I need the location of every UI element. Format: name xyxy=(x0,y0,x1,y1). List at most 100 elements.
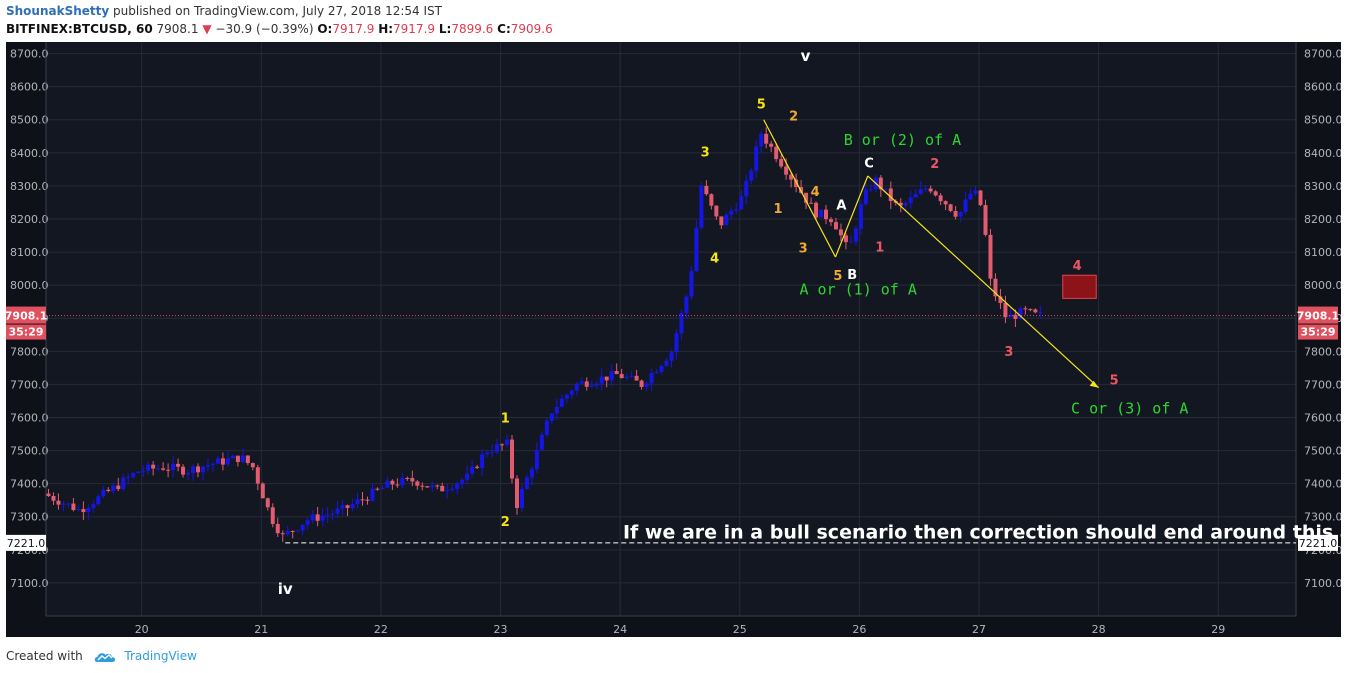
candle-body xyxy=(415,481,420,486)
x-tick-label: 29 xyxy=(1211,623,1225,636)
candle-body xyxy=(764,133,769,144)
symbol-interval[interactable]: BITFINEX:BTCUSD, 60 xyxy=(6,22,153,36)
candle-body xyxy=(310,514,315,521)
y-tick-label-right: 7800.0 xyxy=(1304,345,1341,358)
candle-body xyxy=(868,189,873,191)
candle-body xyxy=(240,455,245,463)
candle-body xyxy=(255,467,260,484)
price-badge-left xyxy=(6,306,46,324)
candle-body xyxy=(131,473,136,477)
candle-body xyxy=(1003,303,1008,318)
x-tick-label: 26 xyxy=(852,623,866,636)
candle-body xyxy=(699,185,704,228)
candle-body xyxy=(136,471,141,474)
y-tick-label-right: 8100.0 xyxy=(1304,246,1341,259)
candle-body xyxy=(584,381,589,387)
low-value: 7899.6 xyxy=(451,22,494,36)
candle-body xyxy=(554,406,559,414)
y-tick-label-right: 7300.0 xyxy=(1304,511,1341,524)
wave-annotation: 1 xyxy=(501,412,510,427)
y-tick-label-left: 8000.0 xyxy=(10,279,49,292)
candle-body xyxy=(998,296,1003,304)
y-tick-label-left: 8500.0 xyxy=(10,114,49,127)
candles xyxy=(46,127,1043,542)
candle-body xyxy=(519,488,524,508)
candle-body xyxy=(898,202,903,206)
y-tick-label-right: 8300.0 xyxy=(1304,180,1341,193)
candle-body xyxy=(734,209,739,211)
tradingview-brand[interactable]: TradingView xyxy=(124,649,197,663)
candle-body xyxy=(385,480,390,488)
candle-body xyxy=(724,214,729,226)
candle-body xyxy=(978,190,983,206)
wave-annotation: 5 xyxy=(757,98,766,113)
candle-body xyxy=(719,216,724,226)
candle-body xyxy=(1008,314,1013,318)
candle-body xyxy=(943,201,948,205)
wave-annotation: iv xyxy=(278,580,293,598)
plot-area xyxy=(46,42,1296,616)
y-tick-label-right: 8600.0 xyxy=(1304,81,1341,94)
candle-body xyxy=(300,524,305,531)
wave-annotation: C or (3) of A xyxy=(1071,399,1188,417)
candle-body xyxy=(594,383,599,386)
candle-body xyxy=(843,235,848,243)
candle-body xyxy=(285,530,290,535)
x-tick-label: 27 xyxy=(972,623,986,636)
candle-body xyxy=(784,166,789,175)
candle-body xyxy=(524,477,529,489)
created-with-text: Created with xyxy=(6,649,83,663)
y-tick-label-right: 7400.0 xyxy=(1304,478,1341,491)
candle-body xyxy=(220,458,225,465)
candle-body xyxy=(166,469,171,471)
price-chart[interactable]: 7100.07100.07200.07200.07300.07300.07400… xyxy=(6,42,1341,637)
candle-body xyxy=(455,483,460,489)
candle-body xyxy=(470,466,475,474)
candle-body xyxy=(539,434,544,450)
candle-body xyxy=(579,381,584,384)
wave-annotation: A xyxy=(836,198,846,213)
wave-annotation: 3 xyxy=(1004,345,1013,360)
y-tick-label-left: 7100.0 xyxy=(10,577,49,590)
x-tick-label: 24 xyxy=(613,623,627,636)
candle-body xyxy=(126,476,131,478)
author-link[interactable]: ShounakShetty xyxy=(6,4,110,18)
candle-body xyxy=(106,489,111,492)
candle-body xyxy=(629,375,634,377)
wave-annotation: 1 xyxy=(774,202,783,217)
candle-body xyxy=(933,191,938,196)
candle-body xyxy=(923,188,928,190)
candle-body xyxy=(828,219,833,223)
candle-body xyxy=(305,520,310,525)
candle-body xyxy=(953,210,958,217)
y-tick-label-left: 7300.0 xyxy=(10,511,49,524)
y-tick-label-right: 7600.0 xyxy=(1304,411,1341,424)
price-change: −30.9 (−0.39%) xyxy=(215,22,314,36)
countdown-label-left: 35:29 xyxy=(8,326,43,339)
y-tick-label-right: 8500.0 xyxy=(1304,114,1341,127)
candle-body xyxy=(1018,308,1023,319)
candle-body xyxy=(405,477,410,479)
candle-body xyxy=(774,146,779,160)
x-tick-label: 23 xyxy=(494,623,508,636)
candle-body xyxy=(789,174,794,180)
candle-body xyxy=(410,478,415,482)
candle-body xyxy=(176,463,181,467)
candle-body xyxy=(669,352,674,361)
wave-annotation: 5 xyxy=(833,269,842,284)
candle-body xyxy=(569,390,574,395)
candle-body xyxy=(574,383,579,391)
wave-annotation: 4 xyxy=(1073,259,1082,274)
candle-body xyxy=(215,458,220,464)
candle-body xyxy=(983,205,988,235)
candle-body xyxy=(794,179,799,188)
candle-body xyxy=(360,499,365,501)
candle-body xyxy=(549,413,554,421)
tradingview-cloud-icon[interactable] xyxy=(93,650,117,664)
y-tick-label-right: 8200.0 xyxy=(1304,213,1341,226)
wave-annotation: 3 xyxy=(701,146,710,161)
candle-body xyxy=(619,374,624,379)
wave-annotation: 4 xyxy=(811,185,820,200)
candle-body xyxy=(161,468,166,470)
candle-body xyxy=(430,485,435,488)
